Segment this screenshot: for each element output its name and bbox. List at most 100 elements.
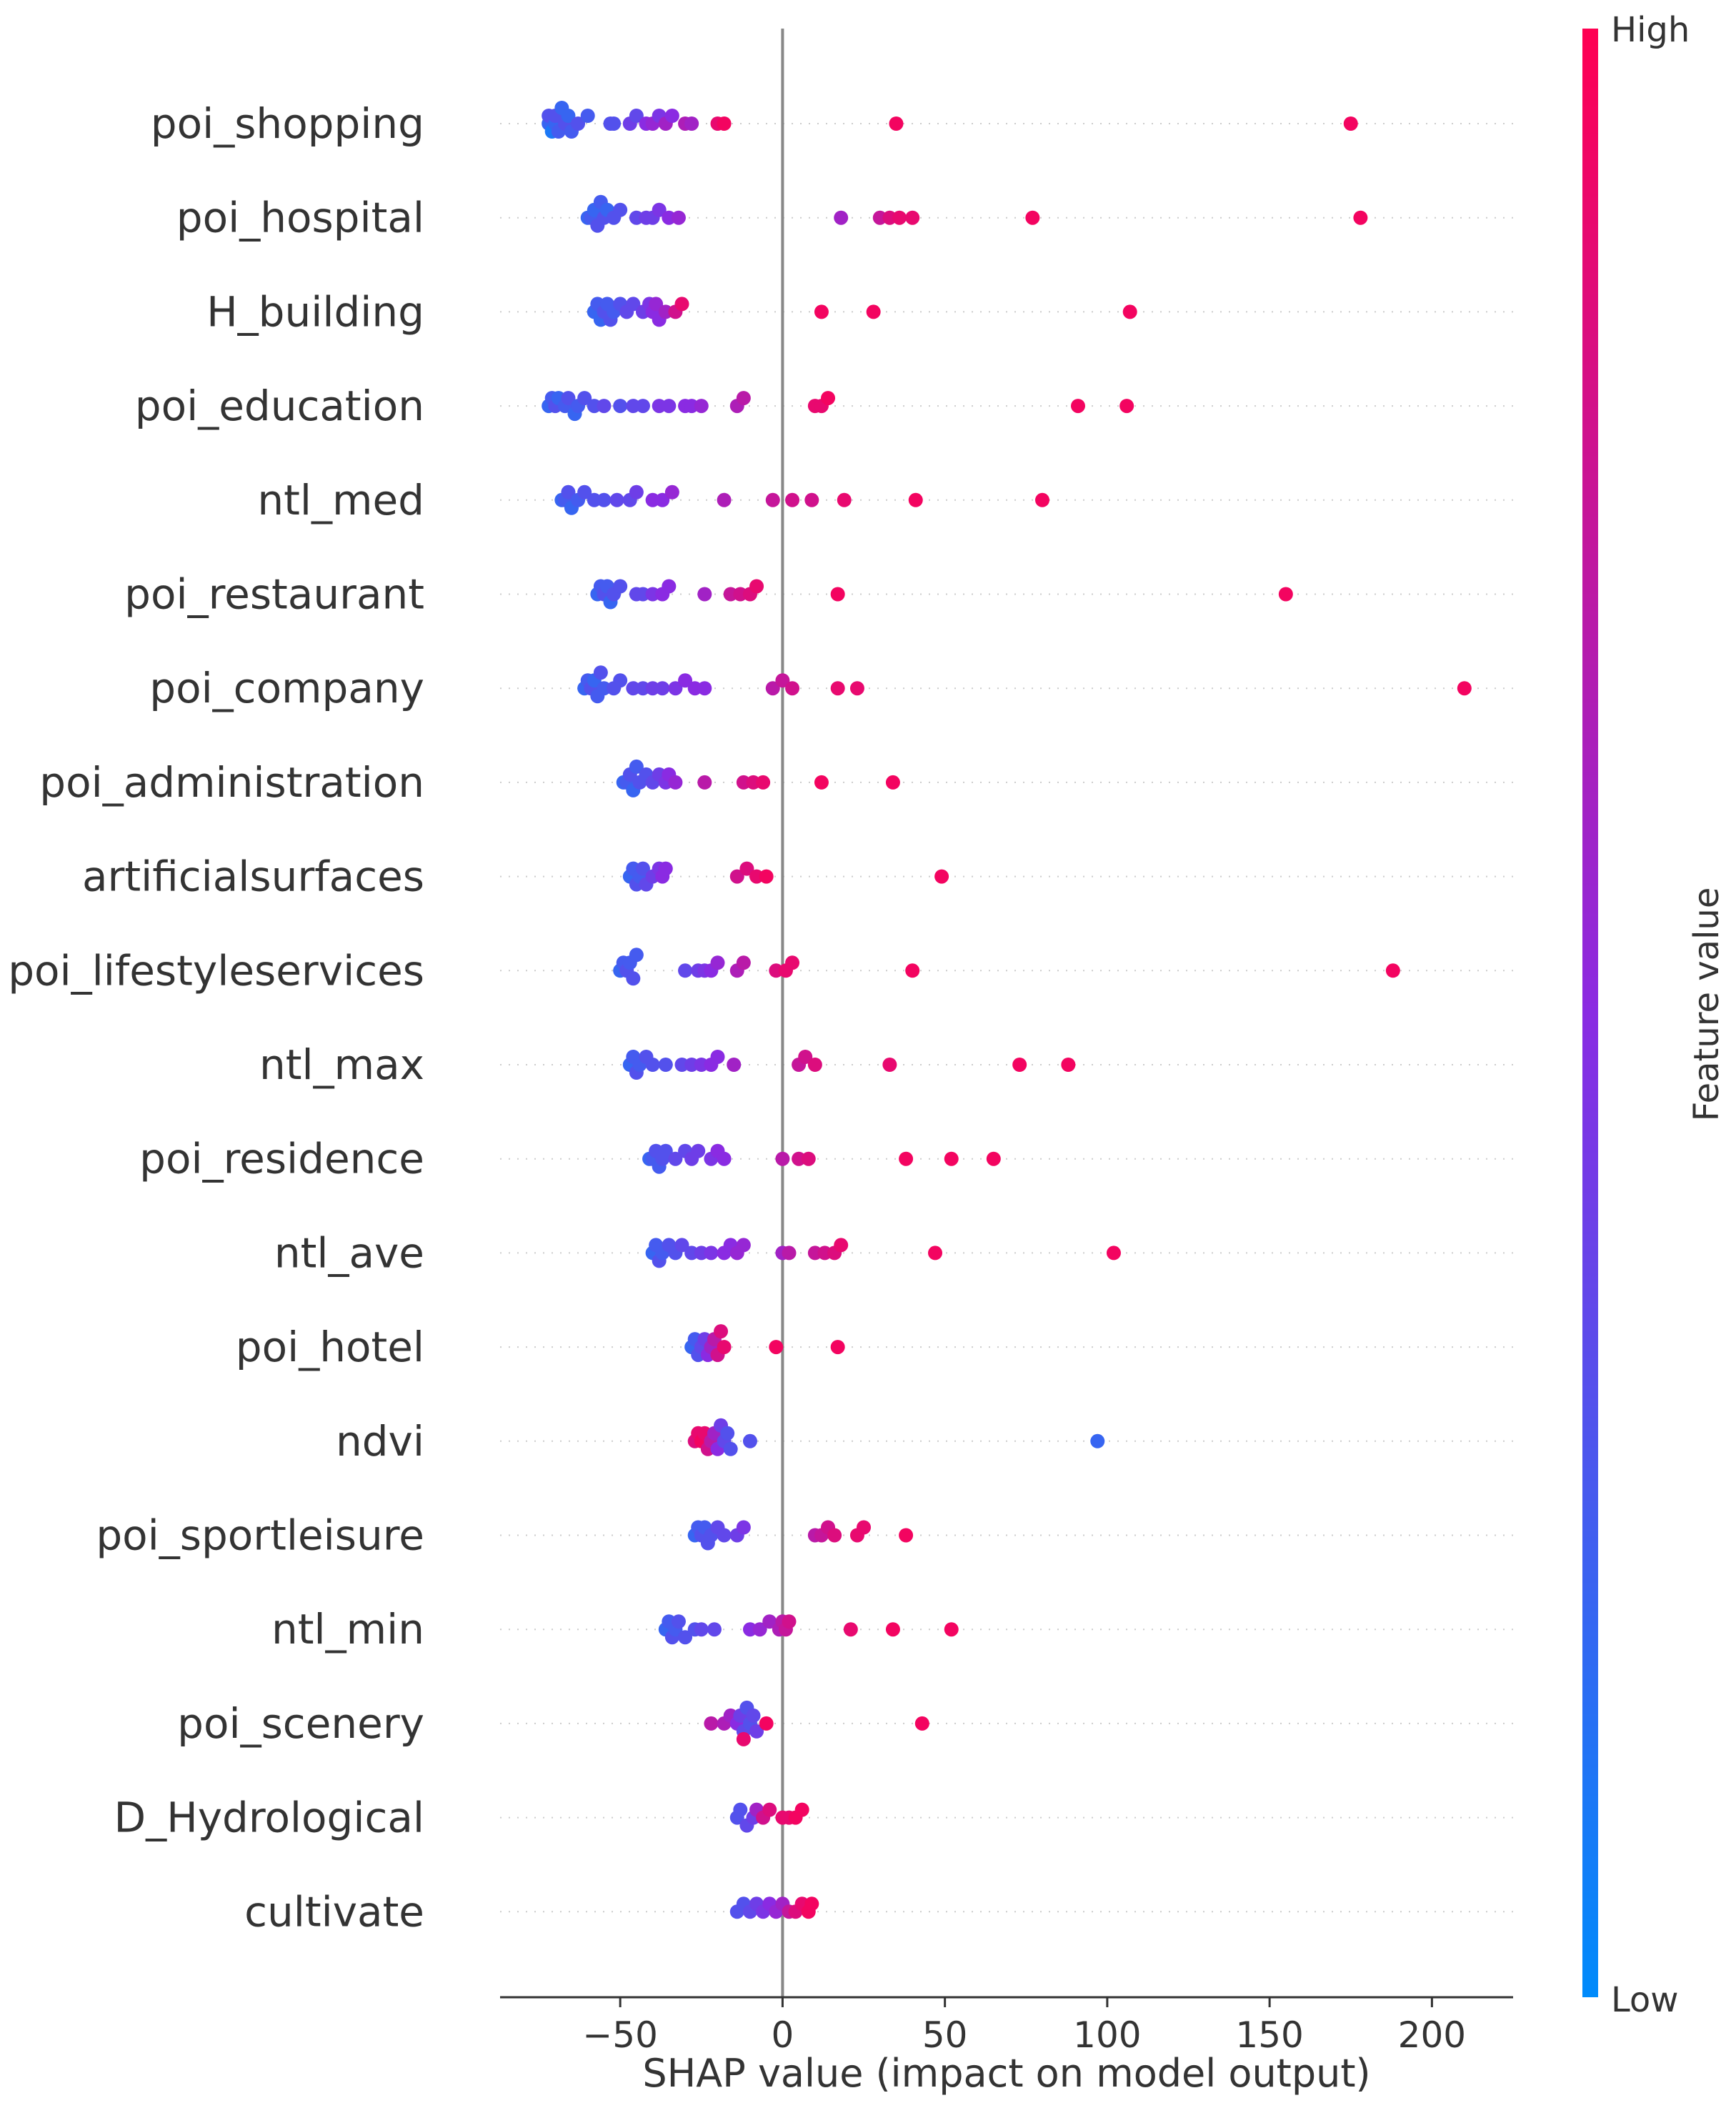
shap-point — [710, 955, 725, 970]
shap-point — [671, 1614, 686, 1629]
x-tick-label: 200 — [1398, 2014, 1466, 2056]
shap-point — [717, 1340, 732, 1355]
shap-point — [561, 484, 576, 499]
feature-label: poi_administration — [39, 758, 424, 807]
shap-point — [899, 1151, 914, 1166]
feature-label: ndvi — [336, 1417, 424, 1466]
shap-point — [736, 1238, 751, 1253]
shap-point — [668, 681, 683, 696]
shap-point — [729, 869, 744, 884]
shap-point — [613, 399, 628, 414]
shap-point — [762, 1802, 777, 1817]
shap-point — [742, 1433, 757, 1448]
shap-point — [934, 869, 949, 884]
shap-point — [668, 1151, 683, 1166]
shap-point — [775, 1151, 790, 1166]
shap-point — [1090, 1433, 1105, 1448]
shap-point — [717, 116, 732, 131]
shap-point — [723, 1441, 738, 1456]
shap-point — [782, 1614, 797, 1629]
shap-point — [736, 391, 751, 406]
feature-label: ntl_max — [259, 1040, 424, 1089]
feature-label: poi_education — [135, 382, 424, 430]
feature-label: H_building — [206, 287, 424, 336]
feature-label: D_Hydrological — [114, 1794, 424, 1842]
shap-point — [1353, 210, 1368, 225]
shap-point — [668, 775, 683, 790]
shap-point — [662, 399, 677, 414]
shap-point — [678, 963, 693, 978]
feature-label: poi_company — [149, 664, 424, 712]
shap-point — [1025, 210, 1040, 225]
colorbar: High Low Feature value — [1582, 10, 1727, 2020]
shap-point — [717, 492, 732, 507]
shap-point — [830, 681, 845, 696]
shap-point — [749, 579, 764, 594]
shap-point — [830, 1340, 845, 1355]
shap-point — [678, 1630, 693, 1645]
colorbar-gradient — [1582, 29, 1598, 1997]
shap-point — [769, 1340, 784, 1355]
feature-label: ntl_min — [271, 1605, 424, 1654]
feature-label: ntl_ave — [274, 1228, 424, 1277]
shap-point — [707, 1622, 722, 1637]
shap-point — [710, 1050, 725, 1064]
shap-point — [658, 1143, 673, 1158]
colorbar-low-label: Low — [1611, 1980, 1679, 2020]
shap-point — [821, 391, 836, 406]
shap-point — [662, 579, 677, 594]
shap-point — [655, 681, 670, 696]
shap-point — [684, 116, 699, 131]
shap-point — [899, 1528, 914, 1543]
colorbar-title: Feature value — [1687, 888, 1727, 1122]
shap-point — [678, 673, 693, 688]
shap-point — [561, 391, 576, 406]
shap-point — [561, 109, 576, 123]
shap-point — [782, 1246, 797, 1261]
shap-point — [837, 492, 852, 507]
feature-label: poi_lifestyleservices — [8, 946, 424, 995]
shap-point — [635, 861, 650, 876]
shap-point — [807, 1058, 822, 1072]
shap-point — [785, 681, 800, 696]
feature-label: poi_shopping — [151, 99, 424, 148]
shap-point — [914, 1716, 929, 1731]
shap-point — [613, 673, 628, 688]
shap-point — [908, 492, 923, 507]
shap-point — [697, 681, 712, 696]
shap-point — [986, 1151, 1001, 1166]
shap-point — [635, 399, 650, 414]
shap-point — [1061, 1058, 1076, 1072]
shap-point — [804, 1896, 819, 1911]
shap-point — [704, 1716, 719, 1731]
shap-point — [857, 1520, 872, 1535]
shap-point — [1343, 116, 1358, 131]
shap-point — [571, 116, 586, 131]
shap-point — [1070, 399, 1085, 414]
shap-point — [613, 579, 628, 594]
feature-label: artificialsurfaces — [82, 852, 424, 901]
shap-point — [664, 109, 679, 123]
shap-point — [597, 399, 612, 414]
shap-point — [580, 109, 595, 123]
shap-point — [905, 210, 920, 225]
shap-point — [607, 116, 622, 131]
shap-point — [593, 665, 608, 680]
shap-point — [733, 1802, 748, 1817]
x-tick-label: 150 — [1235, 2014, 1303, 2056]
shap-point — [664, 484, 679, 499]
shap-point — [889, 116, 904, 131]
shap-point — [694, 1622, 709, 1637]
shap-point — [658, 861, 673, 876]
shap-point — [762, 1614, 777, 1629]
shap-point — [798, 1050, 813, 1064]
shap-point — [752, 1622, 767, 1637]
shap-point — [765, 492, 780, 507]
shap-point — [849, 681, 864, 696]
shap-point — [746, 1708, 761, 1723]
shap-point — [697, 587, 712, 602]
shap-point — [944, 1622, 959, 1637]
shap-point — [749, 1724, 764, 1739]
shap-point — [794, 1802, 809, 1817]
